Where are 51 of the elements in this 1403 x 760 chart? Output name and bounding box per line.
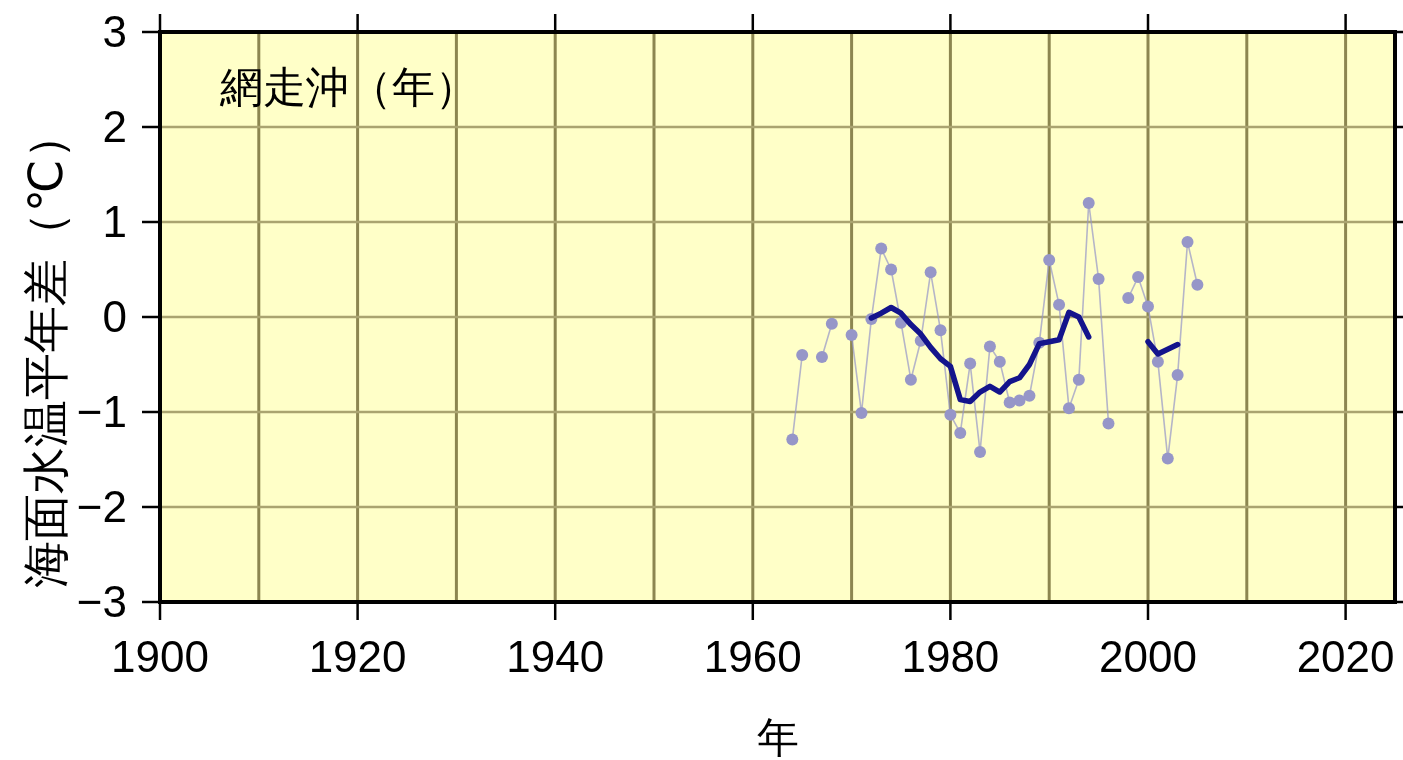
point	[954, 426, 967, 439]
point	[1181, 235, 1194, 248]
point	[1013, 394, 1026, 407]
x-tick-label: 1940	[506, 632, 605, 681]
x-tick-label: 1980	[901, 632, 1000, 681]
y-tick-label: −1	[76, 387, 127, 436]
point	[1151, 355, 1164, 368]
y-tick-label: 0	[102, 292, 127, 341]
point	[964, 357, 977, 370]
point	[993, 355, 1006, 368]
point	[1142, 300, 1154, 313]
y-tick-label: 3	[102, 7, 127, 56]
y-tick-label: 2	[102, 102, 127, 151]
point	[974, 445, 987, 458]
point	[924, 266, 937, 279]
x-tick-label: 1920	[308, 632, 407, 681]
point	[1082, 197, 1095, 209]
x-tick-label: 1960	[703, 632, 802, 681]
point	[944, 408, 957, 421]
point	[815, 350, 828, 363]
x-tick-label: 2020	[1296, 632, 1395, 681]
y-axis-title: 海面水温平年差（℃）	[18, 112, 73, 588]
point	[855, 406, 868, 419]
point	[786, 433, 799, 446]
y-tick-label: 1	[102, 197, 127, 246]
point	[1072, 373, 1085, 386]
point	[825, 317, 838, 330]
point	[1191, 278, 1204, 291]
point	[875, 242, 888, 255]
point	[1171, 368, 1184, 381]
point	[1161, 452, 1174, 465]
point	[983, 340, 996, 353]
y-tick-label: −3	[76, 577, 127, 626]
point	[845, 329, 858, 342]
y-tick-label: −2	[76, 482, 127, 531]
point	[1132, 271, 1145, 284]
point	[1053, 298, 1066, 311]
x-tick-label: 2000	[1099, 632, 1197, 681]
point	[1062, 402, 1075, 415]
point	[1023, 389, 1036, 402]
text: 網走沖（年）	[219, 62, 478, 112]
point	[885, 263, 898, 276]
point	[1092, 273, 1105, 285]
x-axis-title: 年	[756, 713, 799, 760]
x-tick-label: 1900	[111, 632, 209, 681]
point	[1102, 417, 1115, 430]
point	[934, 324, 947, 337]
point	[796, 349, 809, 361]
point	[1122, 292, 1135, 304]
point	[1043, 254, 1056, 266]
point	[904, 373, 917, 386]
